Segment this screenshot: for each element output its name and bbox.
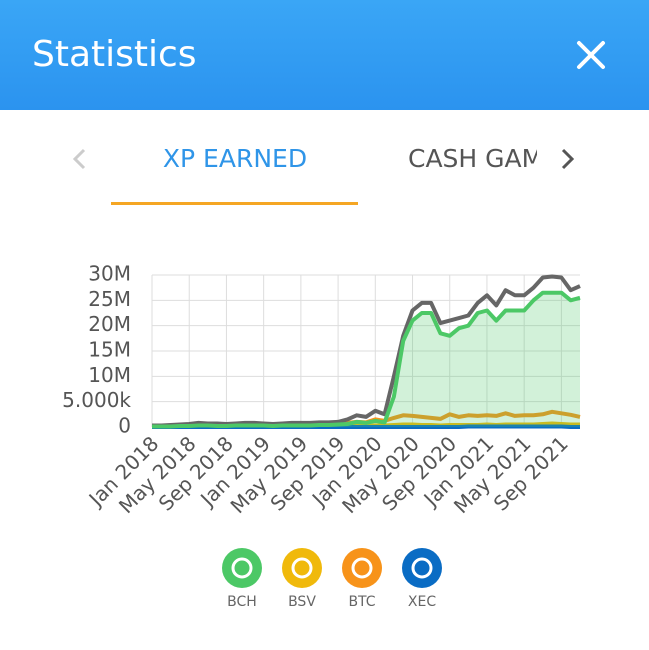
close-button[interactable] <box>577 41 605 69</box>
y-tick-label: 10M <box>88 363 131 387</box>
legend-icon-inner <box>411 557 433 579</box>
legend-label: BCH <box>227 594 257 610</box>
y-tick-label: 0 <box>118 414 131 438</box>
area <box>152 292 580 427</box>
line <box>152 290 581 429</box>
y-tick-label: 25M <box>88 287 131 311</box>
y-tick-label: 5.000k <box>62 388 131 412</box>
legend-icon <box>222 548 262 588</box>
legend-label: XEC <box>408 594 436 610</box>
legend-icon <box>282 548 322 588</box>
legend-icon-inner <box>291 557 313 579</box>
line <box>152 274 581 428</box>
legend-label: BTC <box>348 594 375 610</box>
y-tick-label: 20M <box>88 312 131 336</box>
header-title: Statistics <box>32 34 197 75</box>
tab-indicator <box>111 202 358 205</box>
legend-icon <box>342 548 382 588</box>
legend-icon <box>402 548 442 588</box>
legend-icon-inner <box>231 557 253 579</box>
next-tab-arrow[interactable] <box>561 148 575 170</box>
prev-tab-arrow[interactable] <box>72 148 86 170</box>
tab-xp-earned[interactable]: XP EARNED <box>163 144 307 173</box>
legend-label: BSV <box>288 594 316 610</box>
y-tick-label: 15M <box>88 338 131 362</box>
legend-icon-inner <box>351 557 373 579</box>
tab-cash-games[interactable]: CASH GAMES <box>408 144 575 173</box>
header-bar <box>0 0 649 110</box>
y-tick-label: 30M <box>88 262 131 286</box>
